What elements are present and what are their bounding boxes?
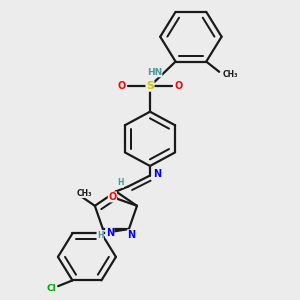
Text: HN: HN	[147, 68, 162, 77]
Text: Cl: Cl	[46, 284, 56, 292]
Text: O: O	[174, 81, 182, 91]
Text: N: N	[153, 169, 161, 178]
Text: O: O	[108, 192, 117, 202]
Text: S: S	[146, 81, 154, 91]
Text: O: O	[118, 81, 126, 91]
Text: N: N	[106, 228, 114, 238]
Text: H: H	[117, 178, 124, 188]
Text: N: N	[128, 230, 136, 240]
Text: CH₃: CH₃	[77, 189, 92, 198]
Text: H: H	[97, 231, 104, 240]
Text: CH₃: CH₃	[223, 70, 238, 79]
